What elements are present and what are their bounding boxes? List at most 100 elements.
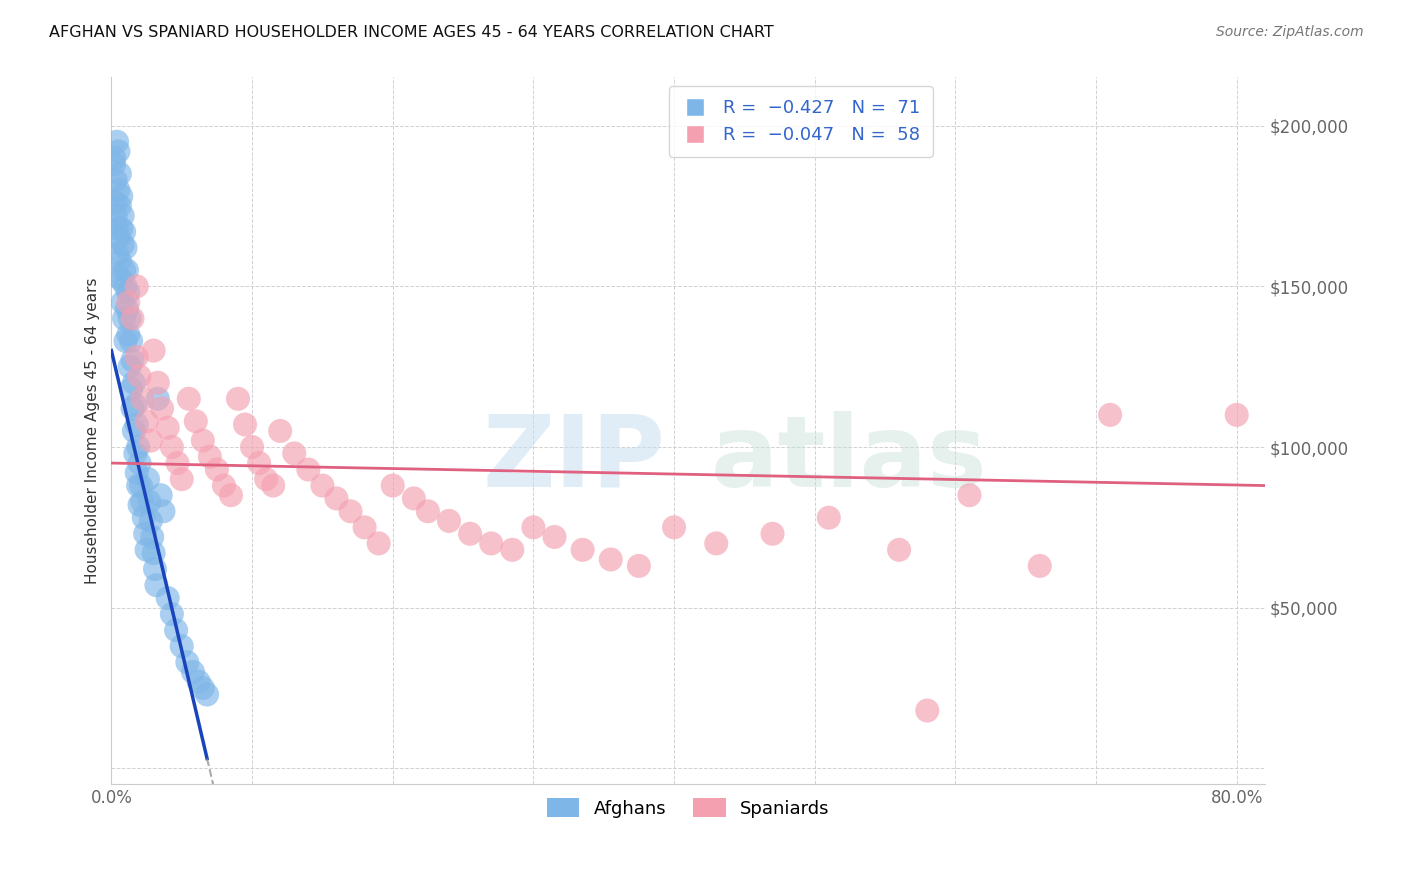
Point — [156, 591, 179, 605]
Point — [127, 478, 149, 492]
Point — [103, 157, 125, 171]
Point — [125, 466, 148, 480]
Point — [367, 536, 389, 550]
Point — [571, 542, 593, 557]
Point — [107, 231, 129, 245]
Point — [114, 279, 136, 293]
Point — [121, 353, 143, 368]
Point — [111, 237, 134, 252]
Point — [198, 450, 221, 464]
Point — [139, 434, 162, 448]
Point — [915, 704, 938, 718]
Point — [177, 392, 200, 406]
Point — [160, 440, 183, 454]
Text: AFGHAN VS SPANIARD HOUSEHOLDER INCOME AGES 45 - 64 YEARS CORRELATION CHART: AFGHAN VS SPANIARD HOUSEHOLDER INCOME AG… — [49, 25, 773, 40]
Legend: Afghans, Spaniards: Afghans, Spaniards — [540, 791, 837, 825]
Point — [170, 472, 193, 486]
Point — [114, 334, 136, 348]
Point — [108, 167, 131, 181]
Point — [104, 173, 127, 187]
Point — [150, 401, 173, 416]
Point — [187, 674, 209, 689]
Point — [479, 536, 502, 550]
Point — [181, 665, 204, 679]
Point — [107, 145, 129, 159]
Point — [146, 376, 169, 390]
Point — [136, 472, 159, 486]
Point — [226, 392, 249, 406]
Point — [134, 526, 156, 541]
Point — [402, 491, 425, 506]
Point — [132, 510, 155, 524]
Point — [1029, 558, 1052, 573]
Point — [112, 311, 135, 326]
Point — [105, 135, 128, 149]
Point — [170, 639, 193, 653]
Point — [111, 209, 134, 223]
Point — [138, 494, 160, 508]
Point — [339, 504, 361, 518]
Point — [599, 552, 621, 566]
Point — [125, 279, 148, 293]
Point — [1226, 408, 1249, 422]
Point — [191, 434, 214, 448]
Point — [118, 311, 141, 326]
Point — [112, 263, 135, 277]
Point — [141, 530, 163, 544]
Point — [108, 199, 131, 213]
Point — [297, 462, 319, 476]
Point — [114, 241, 136, 255]
Point — [959, 488, 981, 502]
Point — [212, 478, 235, 492]
Point — [110, 189, 132, 203]
Point — [143, 562, 166, 576]
Point — [627, 558, 650, 573]
Point — [118, 359, 141, 374]
Point — [131, 494, 153, 508]
Point — [112, 225, 135, 239]
Point — [247, 456, 270, 470]
Point — [176, 656, 198, 670]
Point — [662, 520, 685, 534]
Point — [543, 530, 565, 544]
Point — [437, 514, 460, 528]
Point — [184, 414, 207, 428]
Point — [311, 478, 333, 492]
Point — [129, 478, 152, 492]
Point — [240, 440, 263, 454]
Text: Source: ZipAtlas.com: Source: ZipAtlas.com — [1216, 25, 1364, 39]
Point — [127, 440, 149, 454]
Point — [135, 542, 157, 557]
Point — [1099, 408, 1122, 422]
Point — [117, 285, 139, 300]
Point — [107, 183, 129, 197]
Text: ZIP: ZIP — [482, 410, 665, 508]
Point — [269, 424, 291, 438]
Point — [128, 369, 150, 384]
Point — [115, 263, 138, 277]
Point — [219, 488, 242, 502]
Point — [104, 195, 127, 210]
Point — [166, 456, 188, 470]
Point — [458, 526, 481, 541]
Point — [233, 417, 256, 432]
Point — [195, 688, 218, 702]
Point — [146, 392, 169, 406]
Point — [105, 247, 128, 261]
Point — [115, 301, 138, 316]
Point — [117, 295, 139, 310]
Point — [142, 343, 165, 358]
Point — [110, 273, 132, 287]
Point — [125, 350, 148, 364]
Point — [501, 542, 523, 557]
Text: atlas: atlas — [711, 410, 988, 508]
Point — [325, 491, 347, 506]
Point — [416, 504, 439, 518]
Point — [124, 446, 146, 460]
Point — [104, 209, 127, 223]
Point — [165, 623, 187, 637]
Point — [522, 520, 544, 534]
Point — [135, 414, 157, 428]
Point — [121, 311, 143, 326]
Point — [156, 421, 179, 435]
